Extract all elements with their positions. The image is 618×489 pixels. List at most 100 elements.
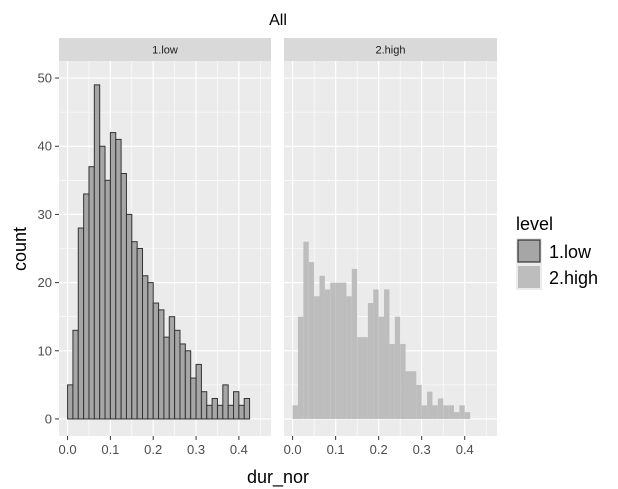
histogram-bar: [459, 405, 465, 419]
facet-panels: 1.low 0.0 0.1 0.2 0.3 0.4 2.high 0.0 0.1 0.2 0.3 0.…: [38, 38, 497, 457]
histogram-bar: [319, 275, 325, 419]
histogram-bar: [184, 350, 192, 420]
legend: level 1.low 2.high: [516, 214, 598, 290]
histogram-bar: [346, 296, 352, 419]
y-axis-title: count: [10, 227, 30, 271]
histogram-bar: [297, 316, 304, 419]
legend-swatch: [517, 239, 541, 263]
histogram-bar: [384, 289, 390, 419]
y-axis: 0 10 20 30 40 50: [38, 71, 59, 426]
y-tick-label: 30: [38, 207, 52, 222]
histogram-bar: [72, 329, 79, 420]
x-tick-label: 0.0: [284, 442, 302, 457]
histogram-bar: [453, 412, 460, 419]
x-tick-label: 0.2: [144, 442, 162, 457]
histogram-bar: [179, 343, 186, 420]
histogram-bar: [341, 282, 347, 419]
histogram-bar: [104, 179, 111, 420]
histogram-bar: [163, 336, 170, 420]
histogram-bar: [115, 138, 122, 420]
histogram-bar: [432, 405, 438, 419]
x-tick-label: 0.0: [59, 442, 77, 457]
histogram-bar: [211, 398, 218, 420]
histogram-bar: [174, 329, 181, 420]
x-tick-label: 0.1: [327, 442, 345, 457]
histogram-bar: [335, 282, 342, 419]
histogram-bar: [125, 213, 133, 420]
x-tick-label: 0.4: [456, 442, 474, 457]
histogram-bar: [200, 391, 208, 420]
histogram-bar: [190, 377, 197, 420]
histogram-bar: [88, 166, 95, 420]
legend-title: level: [516, 214, 553, 234]
histogram-bar: [394, 316, 401, 419]
histogram-bar: [99, 145, 106, 420]
histogram-bar: [222, 384, 229, 420]
histogram-bar: [83, 193, 90, 420]
legend-entry-label: 1.low: [549, 242, 592, 262]
histogram-bar: [136, 248, 144, 420]
histogram-bar: [77, 227, 85, 420]
histogram-bar: [464, 412, 471, 419]
histogram-bar: [152, 302, 160, 420]
histogram-bar: [158, 309, 165, 420]
histogram-bar: [243, 398, 251, 420]
facet-panel-2: 2.high 0.0 0.1 0.2 0.3 0.4: [284, 38, 497, 457]
chart-title: All: [269, 12, 287, 29]
histogram-bar: [216, 404, 224, 420]
histogram-bar: [227, 404, 235, 420]
histogram-bar: [427, 391, 433, 419]
histogram-bar: [351, 268, 358, 419]
histogram-bar: [168, 316, 176, 420]
histogram-bar: [389, 343, 395, 419]
histogram-bar: [206, 404, 213, 420]
histogram-bar: [405, 371, 411, 419]
facet-panel-1: 1.low 0.0 0.1 0.2 0.3 0.4: [59, 38, 271, 457]
y-tick-label: 20: [38, 275, 52, 290]
histogram-bar: [367, 303, 374, 419]
y-tick-label: 40: [38, 139, 52, 154]
histogram-bar: [362, 337, 368, 419]
facet-strip-label: 1.low: [152, 45, 178, 57]
histogram-bar: [303, 241, 309, 419]
histogram-bar: [314, 296, 320, 419]
facet-strip: [59, 38, 271, 61]
x-tick-label: 0.3: [187, 442, 205, 457]
histogram-bar: [308, 262, 315, 419]
histogram-bar: [238, 404, 245, 420]
facet-strip: [284, 38, 497, 61]
histogram-bar: [93, 84, 101, 420]
histogram-bar: [142, 275, 149, 420]
facet-strip-label: 2.high: [376, 45, 406, 57]
x-tick-label: 0.1: [101, 442, 119, 457]
histogram-bar: [292, 405, 298, 419]
x-tick-label: 0.3: [413, 442, 431, 457]
y-tick-label: 10: [38, 343, 52, 358]
histogram-bar: [421, 405, 428, 419]
legend-swatch: [518, 266, 540, 288]
histogram-bar: [330, 282, 336, 419]
histogram-bar: [233, 391, 240, 420]
histogram-bar: [373, 289, 379, 419]
y-tick-label: 0: [45, 411, 52, 426]
x-tick-label: 0.2: [370, 442, 388, 457]
histogram-bar: [109, 132, 117, 420]
x-tick-label: 0.4: [230, 442, 248, 457]
histogram-bar: [410, 371, 417, 419]
histogram-bar: [443, 405, 449, 419]
legend-entry-label: 2.high: [549, 268, 598, 288]
histogram-bar: [416, 384, 422, 419]
x-axis-title: dur_nor: [247, 467, 309, 488]
histogram-bar: [378, 316, 385, 419]
histogram-bar: [400, 343, 406, 419]
histogram-bar: [448, 405, 454, 419]
histogram-bar: [357, 337, 363, 419]
histogram-bar: [195, 363, 202, 420]
y-tick-label: 50: [38, 71, 52, 86]
histogram-bar: [131, 241, 138, 420]
histogram-bar: [67, 384, 74, 420]
histogram-bar: [147, 282, 154, 420]
histogram-bar: [324, 289, 331, 419]
histogram-bar: [437, 398, 444, 419]
